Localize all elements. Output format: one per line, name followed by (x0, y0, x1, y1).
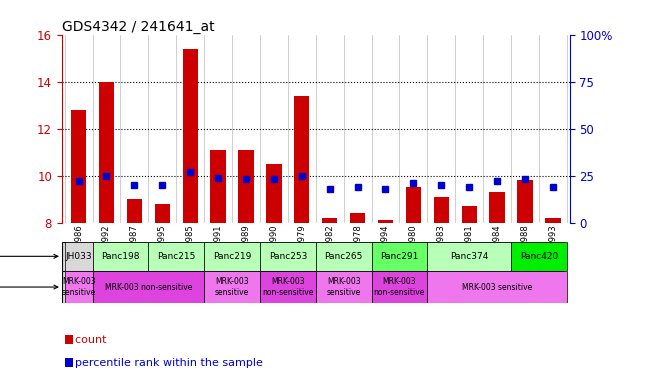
FancyBboxPatch shape (62, 271, 564, 303)
Bar (182, 49, 198, 223)
FancyBboxPatch shape (204, 271, 260, 303)
Bar (99, 82, 114, 223)
Text: JH033: JH033 (65, 252, 92, 261)
FancyBboxPatch shape (62, 242, 564, 271)
FancyBboxPatch shape (372, 242, 427, 271)
Bar (490, 192, 505, 223)
FancyBboxPatch shape (148, 242, 204, 271)
Text: Panc198: Panc198 (101, 252, 140, 261)
FancyBboxPatch shape (511, 242, 567, 271)
Text: Panc219: Panc219 (213, 252, 251, 261)
Bar (322, 218, 337, 223)
FancyBboxPatch shape (64, 242, 92, 271)
FancyBboxPatch shape (92, 242, 148, 271)
Bar (294, 96, 309, 223)
FancyBboxPatch shape (260, 271, 316, 303)
Text: MRK-003
non-sensitive: MRK-003 non-sensitive (374, 277, 425, 297)
Text: MRK-003 sensitive: MRK-003 sensitive (462, 283, 533, 291)
Text: Panc291: Panc291 (380, 252, 419, 261)
Text: GDS4342 / 241641_at: GDS4342 / 241641_at (62, 20, 214, 33)
Bar (127, 199, 142, 223)
FancyBboxPatch shape (260, 242, 316, 271)
Text: cell line: cell line (0, 251, 58, 262)
Bar (545, 218, 561, 223)
Text: MRK-003 non-sensitive: MRK-003 non-sensitive (105, 283, 192, 291)
FancyBboxPatch shape (427, 242, 511, 271)
Bar (238, 150, 254, 223)
Text: Panc215: Panc215 (157, 252, 195, 261)
Text: Panc374: Panc374 (450, 252, 488, 261)
Bar (378, 220, 393, 223)
Bar (434, 197, 449, 223)
Bar (154, 204, 170, 223)
Text: MRK-003
sensitive: MRK-003 sensitive (61, 277, 96, 297)
Bar (518, 180, 533, 223)
Bar (406, 187, 421, 223)
Text: MRK-003
sensitive: MRK-003 sensitive (215, 277, 249, 297)
Bar (71, 110, 86, 223)
Text: MRK-003
non-sensitive: MRK-003 non-sensitive (262, 277, 314, 297)
Bar (266, 164, 281, 223)
Text: Panc420: Panc420 (519, 252, 558, 261)
Bar (350, 214, 365, 223)
Text: MRK-003
sensitive: MRK-003 sensitive (327, 277, 361, 297)
FancyBboxPatch shape (427, 271, 567, 303)
Text: percentile rank within the sample: percentile rank within the sample (68, 358, 263, 368)
Text: Panc253: Panc253 (269, 252, 307, 261)
FancyBboxPatch shape (64, 271, 92, 303)
Text: Panc265: Panc265 (324, 252, 363, 261)
Bar (462, 206, 477, 223)
FancyBboxPatch shape (92, 271, 204, 303)
Bar (210, 150, 226, 223)
FancyBboxPatch shape (316, 242, 372, 271)
FancyBboxPatch shape (372, 271, 427, 303)
Text: other: other (0, 282, 58, 292)
FancyBboxPatch shape (316, 271, 372, 303)
FancyBboxPatch shape (204, 242, 260, 271)
Text: count: count (68, 335, 107, 345)
